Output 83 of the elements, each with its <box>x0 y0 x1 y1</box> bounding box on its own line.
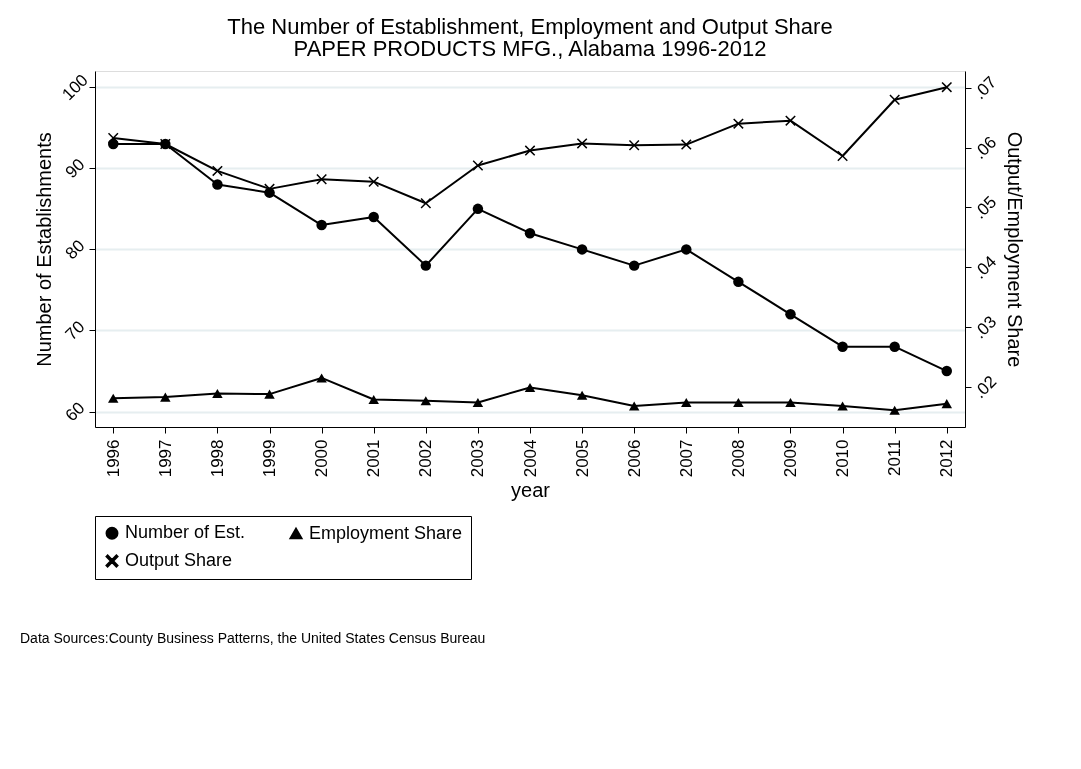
y2-tick-label: .04 <box>970 252 1001 283</box>
point <box>316 174 327 185</box>
point <box>785 309 796 320</box>
x-tick-label: 1996 <box>103 439 123 478</box>
point <box>524 145 536 156</box>
point <box>212 165 223 177</box>
point <box>264 183 275 195</box>
point <box>420 197 432 209</box>
x-tick-label: 2007 <box>676 439 696 478</box>
y2-tick-label: .02 <box>970 371 1001 403</box>
point <box>628 139 640 151</box>
y-axis-title: Number of Establishments <box>33 132 56 367</box>
y-tick-label: 100 <box>58 70 92 105</box>
point <box>681 244 692 255</box>
point <box>524 227 536 239</box>
point <box>889 405 900 415</box>
x-tick-label: 2010 <box>833 439 853 478</box>
point <box>733 118 744 129</box>
point <box>889 341 900 352</box>
point <box>837 150 848 162</box>
y2-axis-title: Output/Employment Share <box>1003 131 1026 368</box>
point <box>420 260 432 271</box>
point <box>368 176 379 187</box>
point <box>733 397 744 408</box>
y2-tick-label: .07 <box>970 72 1001 103</box>
chart-title: The Number of Establishment, Employment and Output Share <box>227 13 833 39</box>
x-axis-title: year <box>511 479 551 502</box>
legend-label: Output Share <box>125 550 233 570</box>
point <box>160 392 171 402</box>
y-tick-label: 80 <box>61 236 89 263</box>
legend-label: Number of Est. <box>125 522 246 543</box>
point <box>576 390 588 400</box>
point <box>941 399 953 409</box>
x-tick-label: 2012 <box>937 439 957 478</box>
point <box>837 341 848 352</box>
x-tick-label: 2003 <box>468 439 488 478</box>
point <box>316 219 327 231</box>
text: Data Sources:County Business Patterns, the United States Census Bureau <box>20 630 486 646</box>
point <box>368 211 379 223</box>
x-tick-label: 1997 <box>155 439 175 478</box>
point <box>420 396 432 406</box>
x-tick-label: 1999 <box>260 439 280 478</box>
x-tick-label: 1998 <box>207 439 227 478</box>
point <box>785 115 796 126</box>
x-tick-label: 2000 <box>312 439 332 478</box>
y2-tick-label: .05 <box>970 192 1001 223</box>
point <box>941 365 953 377</box>
point <box>472 160 484 171</box>
point <box>785 397 796 408</box>
point <box>889 94 900 105</box>
x-tick-label: 2011 <box>885 439 905 477</box>
point <box>733 276 744 288</box>
x-tick-label: 2001 <box>364 439 384 478</box>
point <box>524 382 536 393</box>
y2-tick-label: .03 <box>970 312 1001 343</box>
x-tick-label: 2009 <box>780 439 800 478</box>
y-tick-label: 90 <box>61 155 89 182</box>
point <box>107 132 119 144</box>
point <box>472 397 484 408</box>
point <box>837 401 848 411</box>
x-tick-label: 2004 <box>520 439 540 478</box>
point <box>628 401 640 411</box>
point <box>212 179 223 190</box>
y-tick-label: 70 <box>61 317 89 345</box>
point <box>576 244 588 255</box>
point <box>681 139 692 150</box>
point <box>264 389 275 399</box>
point <box>316 373 327 383</box>
x-tick-label: 2005 <box>572 439 592 478</box>
x-tick-label: 2006 <box>624 439 644 478</box>
point <box>212 388 223 399</box>
y2-tick-label: .06 <box>970 132 1001 163</box>
point <box>576 138 588 149</box>
point <box>107 393 119 403</box>
legend-label: Employment Share <box>309 522 463 543</box>
x-tick-label: 2008 <box>728 439 748 478</box>
point <box>681 397 692 408</box>
x-tick-label: 2002 <box>416 439 436 478</box>
point <box>941 81 953 93</box>
y-tick-label: 60 <box>61 398 89 426</box>
point <box>472 203 484 215</box>
point <box>628 260 640 271</box>
point <box>368 394 379 405</box>
